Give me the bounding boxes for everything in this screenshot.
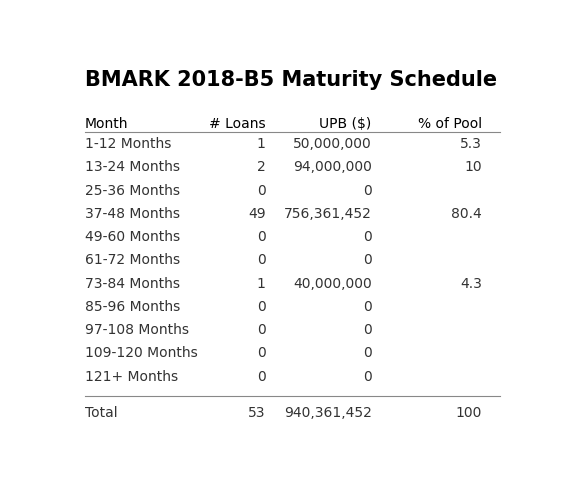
Text: 1-12 Months: 1-12 Months [84,137,171,151]
Text: 53: 53 [248,407,266,420]
Text: 0: 0 [257,230,266,244]
Text: 1: 1 [256,137,266,151]
Text: 100: 100 [455,407,482,420]
Text: 49: 49 [248,207,266,221]
Text: % of Pool: % of Pool [418,116,482,131]
Text: # Loans: # Loans [209,116,266,131]
Text: 0: 0 [257,300,266,314]
Text: 5.3: 5.3 [460,137,482,151]
Text: 0: 0 [257,346,266,360]
Text: 2: 2 [257,160,266,174]
Text: 85-96 Months: 85-96 Months [84,300,180,314]
Text: 1: 1 [256,277,266,291]
Text: Month: Month [84,116,128,131]
Text: 40,000,000: 40,000,000 [293,277,372,291]
Text: 50,000,000: 50,000,000 [293,137,372,151]
Text: 49-60 Months: 49-60 Months [84,230,180,244]
Text: 0: 0 [363,184,372,198]
Text: 940,361,452: 940,361,452 [284,407,372,420]
Text: 0: 0 [257,370,266,384]
Text: 756,361,452: 756,361,452 [284,207,372,221]
Text: 0: 0 [363,370,372,384]
Text: 109-120 Months: 109-120 Months [84,346,197,360]
Text: 0: 0 [363,346,372,360]
Text: 0: 0 [257,253,266,267]
Text: 73-84 Months: 73-84 Months [84,277,180,291]
Text: 0: 0 [257,323,266,337]
Text: 10: 10 [465,160,482,174]
Text: 97-108 Months: 97-108 Months [84,323,189,337]
Text: 37-48 Months: 37-48 Months [84,207,180,221]
Text: 0: 0 [363,323,372,337]
Text: 61-72 Months: 61-72 Months [84,253,180,267]
Text: 0: 0 [363,253,372,267]
Text: BMARK 2018-B5 Maturity Schedule: BMARK 2018-B5 Maturity Schedule [84,70,496,90]
Text: 0: 0 [363,230,372,244]
Text: UPB ($): UPB ($) [319,116,372,131]
Text: 121+ Months: 121+ Months [84,370,178,384]
Text: 0: 0 [257,184,266,198]
Text: 94,000,000: 94,000,000 [293,160,372,174]
Text: 80.4: 80.4 [451,207,482,221]
Text: Total: Total [84,407,117,420]
Text: 25-36 Months: 25-36 Months [84,184,180,198]
Text: 0: 0 [363,300,372,314]
Text: 13-24 Months: 13-24 Months [84,160,180,174]
Text: 4.3: 4.3 [460,277,482,291]
